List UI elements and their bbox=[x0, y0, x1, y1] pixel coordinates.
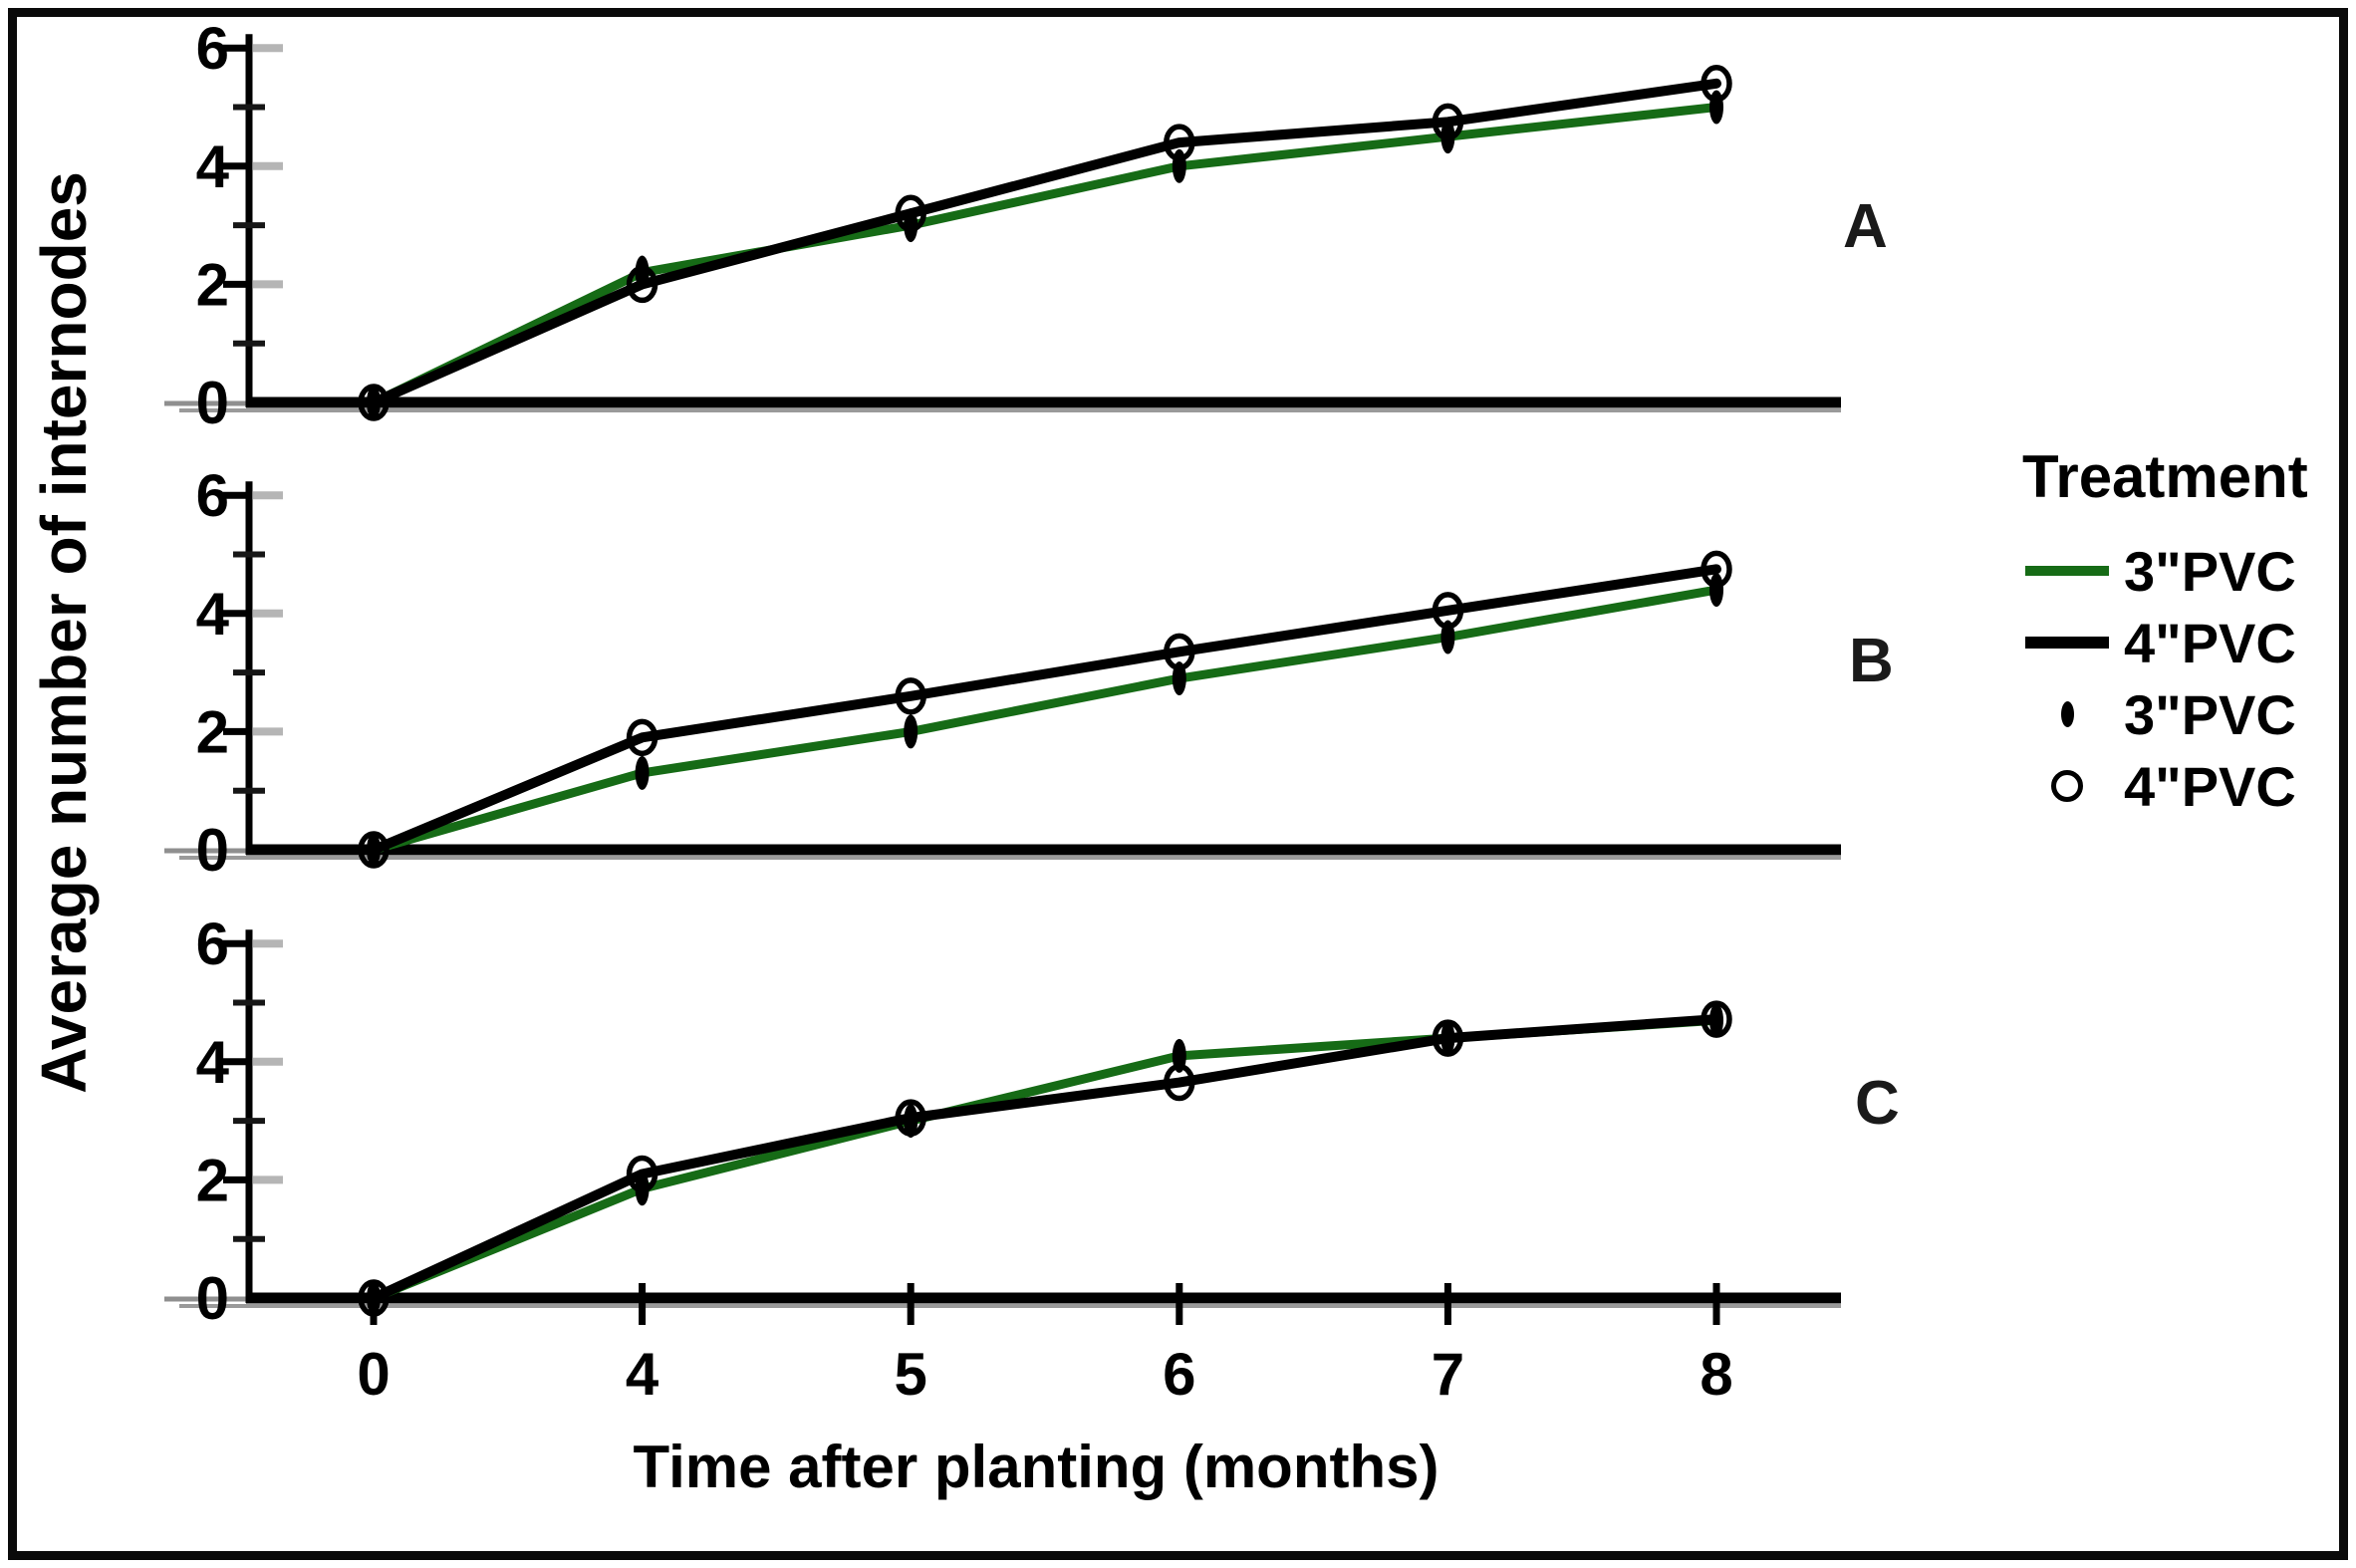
legend-item-filled-marker: 3"PVC bbox=[2010, 678, 2354, 750]
svg-text:4: 4 bbox=[196, 133, 230, 200]
svg-text:0: 0 bbox=[196, 370, 229, 436]
svg-text:6: 6 bbox=[196, 462, 229, 529]
legend-item-green-line: 3"PVC bbox=[2010, 535, 2354, 607]
svg-text:6: 6 bbox=[1163, 1341, 1195, 1408]
green-line-icon bbox=[2010, 566, 2124, 576]
legend-item-black-line: 4"PVC bbox=[2010, 607, 2354, 678]
panel-label-b: B bbox=[1849, 627, 1894, 695]
svg-text:6: 6 bbox=[196, 911, 229, 977]
legend: Treatment 3"PVC 4"PVC 3"PVC 4"PVC bbox=[2010, 442, 2354, 822]
legend-item-label: 3"PVC bbox=[2124, 539, 2296, 603]
svg-text:6: 6 bbox=[196, 15, 229, 82]
svg-text:4: 4 bbox=[196, 581, 230, 648]
legend-title: Treatment bbox=[2022, 443, 2308, 510]
legend-item-open-circle: 4"PVC bbox=[2010, 750, 2354, 822]
svg-text:2: 2 bbox=[196, 1147, 229, 1213]
panel-label-a: A bbox=[1843, 192, 1888, 261]
legend-item-label: 3"PVC bbox=[2124, 682, 2296, 746]
x-axis-title: Time after planting (months) bbox=[633, 1434, 1440, 1500]
legend-item-label: 4"PVC bbox=[2124, 611, 2296, 674]
legend-item-label: 4"PVC bbox=[2124, 754, 2296, 818]
black-line-icon bbox=[2010, 637, 2124, 649]
svg-text:7: 7 bbox=[1432, 1341, 1464, 1408]
svg-text:0: 0 bbox=[196, 1265, 229, 1332]
svg-text:0: 0 bbox=[196, 817, 229, 884]
open-circle-marker-icon bbox=[2010, 770, 2124, 802]
panel-label-c: C bbox=[1855, 1069, 1900, 1138]
svg-text:8: 8 bbox=[1700, 1341, 1732, 1408]
filled-ellipse-marker-icon bbox=[2010, 701, 2124, 727]
svg-text:4: 4 bbox=[196, 1029, 230, 1096]
svg-text:2: 2 bbox=[196, 251, 229, 318]
svg-text:4: 4 bbox=[626, 1341, 659, 1408]
svg-text:2: 2 bbox=[196, 698, 229, 765]
svg-text:0: 0 bbox=[357, 1341, 390, 1408]
svg-text:5: 5 bbox=[895, 1341, 927, 1408]
